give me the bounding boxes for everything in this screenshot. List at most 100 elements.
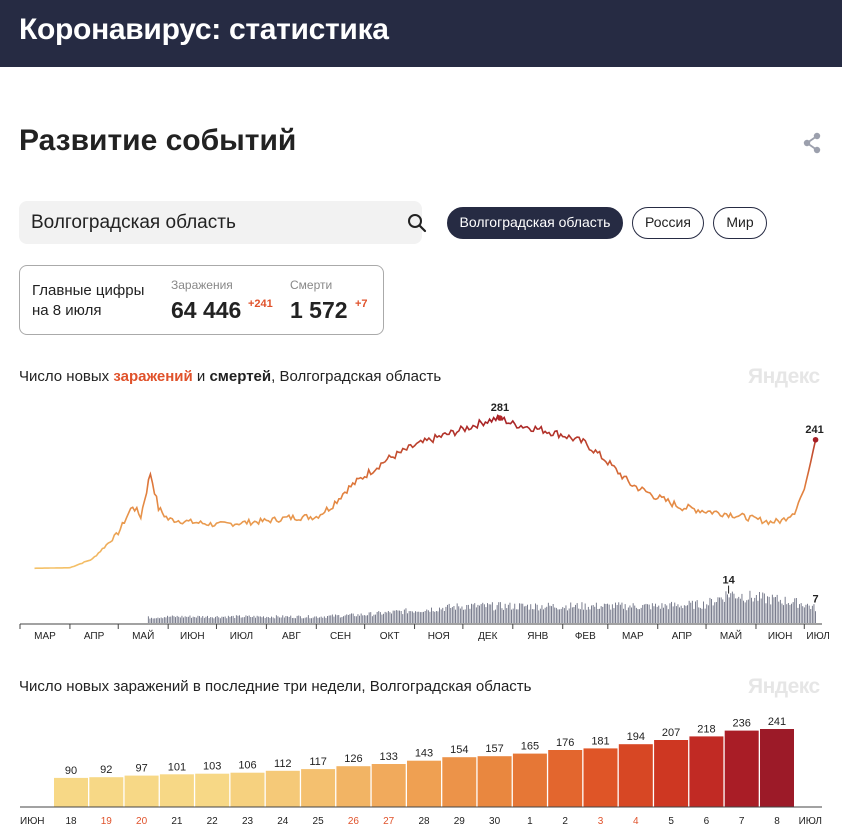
death-bar: [258, 616, 260, 623]
infections-value: 64 446: [171, 297, 242, 323]
death-bar: [229, 616, 231, 623]
death-bar: [615, 602, 616, 623]
death-bar: [805, 604, 807, 623]
death-bar: [202, 616, 204, 623]
peak-label: 281: [491, 402, 509, 414]
death-bar: [591, 605, 592, 623]
death-bar: [746, 600, 748, 623]
death-bar: [306, 617, 308, 623]
death-bar: [267, 617, 269, 623]
death-bar: [178, 616, 180, 623]
death-bar: [699, 607, 701, 623]
chip-volgograd-region[interactable]: Волгоградская область: [447, 207, 623, 239]
bar: [336, 766, 371, 807]
death-bar: [765, 603, 767, 623]
bar: [442, 757, 477, 807]
death-bar: [576, 603, 578, 623]
death-bar: [483, 604, 485, 623]
deaths-delta: +7: [355, 298, 368, 310]
death-bar: [371, 616, 373, 623]
bar-value-label: 154: [450, 744, 468, 756]
death-bar: [794, 598, 796, 623]
bar-value-label: 97: [135, 763, 147, 775]
death-bar: [459, 608, 461, 623]
death-bar: [771, 594, 773, 623]
death-bar: [743, 600, 744, 623]
death-bar: [288, 617, 290, 623]
death-bar: [232, 615, 234, 623]
death-bar: [226, 618, 228, 623]
death-bar: [571, 607, 573, 623]
death-bar: [493, 610, 495, 623]
death-bar: [312, 617, 314, 623]
death-bar: [186, 616, 188, 623]
x-tick-label: АПР: [672, 631, 693, 642]
death-bar: [458, 606, 460, 623]
death-bar: [317, 617, 319, 623]
bar-value-label: 143: [415, 748, 433, 760]
death-bar: [290, 615, 292, 623]
death-bar: [416, 611, 418, 623]
death-bar: [723, 601, 725, 623]
death-bar: [488, 604, 490, 623]
death-bar: [707, 605, 709, 623]
death-bar: [701, 608, 703, 623]
death-bar: [803, 607, 805, 623]
bar-category-label: 22: [207, 816, 219, 827]
death-bar: [503, 609, 504, 623]
death-bar: [807, 603, 808, 623]
death-bar: [403, 609, 405, 623]
bar: [583, 748, 618, 807]
bar-category-label: 7: [739, 816, 745, 827]
bar-category-label: 2: [562, 816, 568, 827]
search-icon[interactable]: [407, 213, 427, 233]
summary-card: Главные цифры на 8 июля Заражения 64 446…: [19, 265, 384, 335]
death-bar: [712, 605, 714, 623]
bar-category-label: 26: [348, 816, 360, 827]
death-bar: [535, 603, 536, 623]
death-bar: [402, 614, 404, 623]
x-tick-label: ЯНВ: [527, 631, 548, 642]
bar: [230, 772, 265, 807]
death-bar: [685, 605, 687, 623]
death-bar: [152, 618, 154, 623]
death-bar: [623, 608, 624, 623]
x-tick-label: СЕН: [330, 631, 351, 642]
death-bar: [303, 618, 304, 623]
bar: [159, 774, 194, 807]
bar: [265, 770, 300, 807]
death-bar: [248, 615, 250, 623]
death-bar: [480, 604, 482, 623]
death-bar: [811, 605, 813, 623]
death-bar: [730, 593, 732, 623]
chip-russia[interactable]: Россия: [632, 207, 704, 239]
chip-world[interactable]: Мир: [713, 207, 767, 239]
death-bar: [547, 602, 549, 623]
death-bar: [296, 615, 298, 623]
death-bar: [706, 604, 708, 623]
death-bar: [335, 614, 336, 623]
share-icon[interactable]: [801, 132, 823, 154]
death-bar: [744, 602, 746, 623]
death-bar: [779, 599, 781, 623]
death-bar: [149, 618, 151, 623]
death-bar: [378, 611, 380, 623]
death-bar: [240, 617, 242, 623]
death-bar: [731, 591, 733, 623]
death-bar: [495, 609, 496, 623]
caption-infections: заражений: [113, 368, 193, 385]
death-bar: [154, 618, 156, 623]
bar-category-label: 1: [527, 816, 533, 827]
death-bar: [418, 611, 420, 623]
death-bar: [440, 609, 442, 623]
caption-suffix: , Волгоградская область: [271, 368, 442, 385]
death-bar: [253, 615, 255, 623]
death-bar: [613, 608, 615, 623]
death-bar: [245, 615, 247, 623]
region-search-input[interactable]: [31, 201, 371, 244]
death-bar: [367, 615, 368, 623]
death-bar: [424, 611, 426, 623]
death-bar: [688, 600, 690, 623]
bar: [195, 773, 230, 807]
death-bar: [583, 609, 584, 623]
